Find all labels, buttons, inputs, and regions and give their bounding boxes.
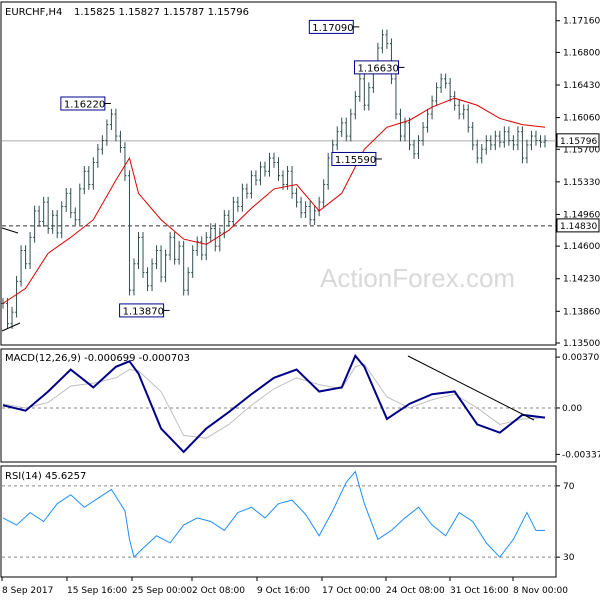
price-y-tick-label: 1.13860 <box>563 307 600 317</box>
price-trendline-left <box>1 322 21 332</box>
price-y-tick-label: 1.14600 <box>563 242 600 252</box>
price-y-tick-label: 1.16430 <box>563 81 600 91</box>
x-tick-label: 17 Oct 00:00 <box>322 586 381 596</box>
price-y-tick-label: 1.13500 <box>563 339 600 349</box>
time-axis: 8 Sep 2017 15 Sep 16:00 25 Sep 00:00 2 Oct … <box>1 577 568 596</box>
price-annotation-label: 1.16630 <box>357 63 398 74</box>
rsi-line <box>2 470 545 559</box>
price-annotation-box <box>331 151 377 166</box>
price-y-tick-label: 1.14230 <box>563 275 600 285</box>
price-annotation-box <box>119 303 165 318</box>
price-annotation-box <box>308 19 354 34</box>
macd-y-tick-label: 0.00 <box>562 404 582 414</box>
rsi-panel-frame <box>0 465 557 578</box>
rsi-y-axis: 70 30 <box>2 482 575 563</box>
price-level-label: 1.15796 <box>560 137 597 147</box>
rsi-y-tick-label: 30 <box>563 553 575 563</box>
price-y-tick-label: 1.15700 <box>563 145 600 155</box>
macd-title: MACD(12,26,9) -0.000699 -0.000703 <box>5 353 190 364</box>
price-annotation-label: 1.16220 <box>64 99 105 110</box>
x-tick-label: 31 Oct 16:00 <box>450 586 509 596</box>
x-tick-label: 9 Oct 16:00 <box>257 586 310 596</box>
price-annotation-label: 1.13870 <box>123 306 164 317</box>
price-annotations: 1.17090 1.16630 1.16220 1.15590 1.13870 <box>60 19 405 318</box>
x-tick-label: 24 Oct 08:00 <box>386 586 445 596</box>
rsi-lines <box>2 470 545 559</box>
macd-line <box>2 353 546 454</box>
macd-y-tick-label: -0.003379 <box>562 450 600 460</box>
price-trendline-left-top <box>1 227 19 234</box>
price-ma-line <box>2 97 546 304</box>
price-moving-average <box>2 97 546 304</box>
rsi-title: RSI(14) 45.6257 <box>5 471 86 482</box>
x-tick-label: 2 Oct 08:00 <box>192 586 245 596</box>
price-level-box <box>556 218 600 233</box>
x-tick-label: 15 Sep 16:00 <box>67 586 127 596</box>
price-level-label: 1.14830 <box>560 222 597 232</box>
price-y-tick-label: 1.16060 <box>563 114 600 124</box>
macd-trendline <box>407 355 535 421</box>
price-level-lines: 1.15796 1.14830 <box>2 133 600 233</box>
price-annotation-box <box>60 96 106 111</box>
price-annotation-label: 1.17090 <box>312 23 353 34</box>
x-tick-label: 8 Sep 2017 <box>2 586 53 596</box>
price-y-axis: 1.17160 1.16800 1.16430 1.16060 1.15700 1.153… <box>556 17 600 349</box>
price-annotation-box <box>353 60 399 75</box>
price-title: EURCHF,H4 <box>5 7 62 18</box>
price-y-tick-label: 1.14960 <box>563 210 600 220</box>
price-ohlc-header: 1.15825 1.15827 1.15787 1.15796 <box>74 7 249 18</box>
price-annotation-label: 1.15590 <box>335 155 376 166</box>
macd-y-axis: 0.003705 0.00 -0.003379 <box>2 353 600 460</box>
price-y-tick-label: 1.17160 <box>563 17 600 27</box>
macd-lines <box>2 353 546 454</box>
watermark: ActionForex.com <box>320 263 515 293</box>
x-tick-label: 25 Sep 00:00 <box>132 586 192 596</box>
x-tick-label: 8 Nov 00:00 <box>513 586 568 596</box>
rsi-y-tick-label: 70 <box>563 482 575 492</box>
macd-y-tick-label: 0.003705 <box>562 353 600 363</box>
price-level-box <box>556 133 600 148</box>
price-y-tick-label: 1.16800 <box>563 48 600 58</box>
price-y-tick-label: 1.15330 <box>563 178 600 188</box>
